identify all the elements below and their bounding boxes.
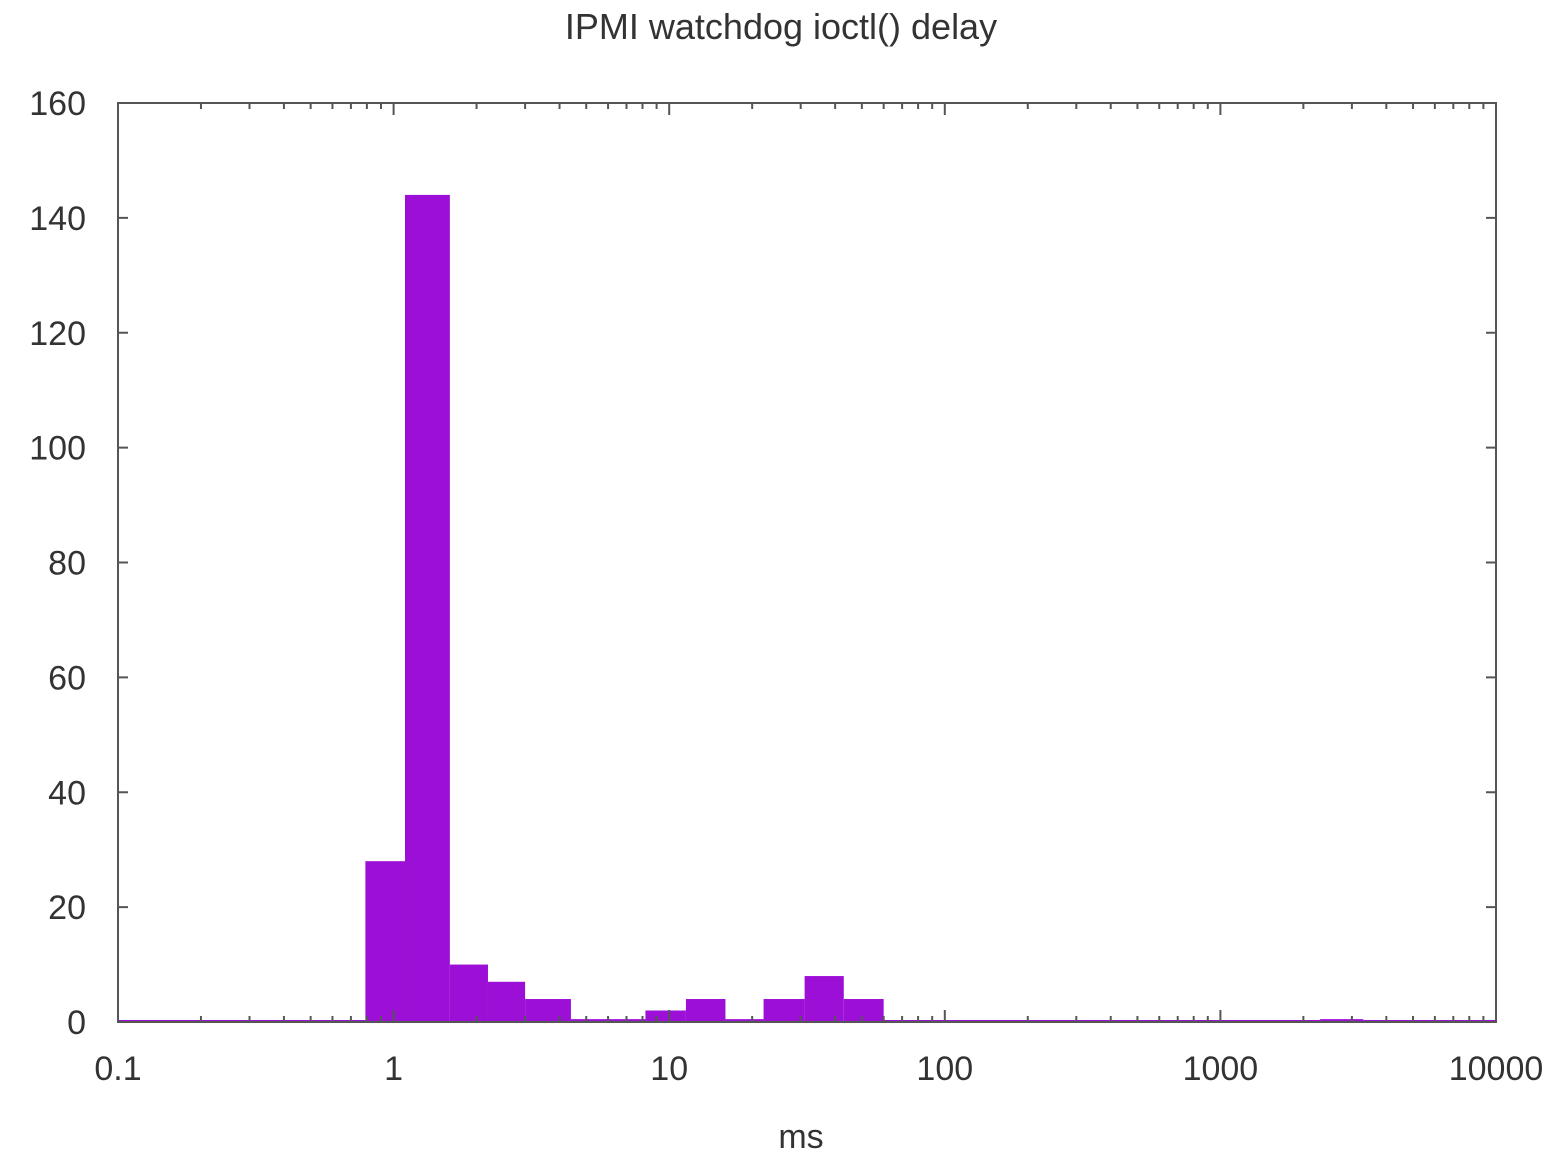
y-tick-label-6: 120 [29,315,86,353]
histogram-bar-8 [685,999,726,1022]
y-tick-label-8: 160 [29,85,86,123]
y-tick-label-5: 100 [29,430,86,468]
x-tick-label-0: 0.1 [94,1050,141,1088]
x-tick-label-1: 1 [384,1050,403,1088]
histogram-bar-4 [487,981,526,1022]
y-tick-label-7: 140 [29,200,86,238]
histogram-bar-10 [763,999,805,1022]
histogram-bar-11 [804,976,844,1022]
x-tick-label-3: 100 [916,1050,973,1088]
plot-frame [117,102,1497,1023]
histogram-bar-9 [725,1019,764,1022]
x-tick-label-4: 1000 [1183,1050,1259,1088]
y-tick-label-0: 0 [67,1004,86,1042]
histogram-bar-14 [1320,1019,1364,1022]
histogram-bar-1 [365,861,406,1022]
histogram-bar-7 [645,1010,686,1022]
y-tick-label-2: 40 [48,774,86,812]
y-tick-label-1: 20 [48,889,86,927]
histogram-bar-2 [405,194,450,1022]
ticks-layer: 0 20 40 60 80 100 120 140 160 0.1 1 10 100 1000 10000 [29,85,1543,1088]
histogram-bar-3 [449,964,488,1022]
chart-title: IPMI watchdog ioctl() delay [564,6,998,47]
x-axis-label: ms [778,1118,824,1156]
histogram-bar-5 [525,999,571,1022]
x-tick-label-2: 10 [650,1050,688,1088]
bars-layer [118,194,1496,1022]
x-tick-label-5: 10000 [1449,1050,1544,1088]
histogram-bar-12 [843,999,884,1022]
y-tick-label-3: 60 [48,659,86,697]
y-tick-label-4: 80 [48,545,86,583]
